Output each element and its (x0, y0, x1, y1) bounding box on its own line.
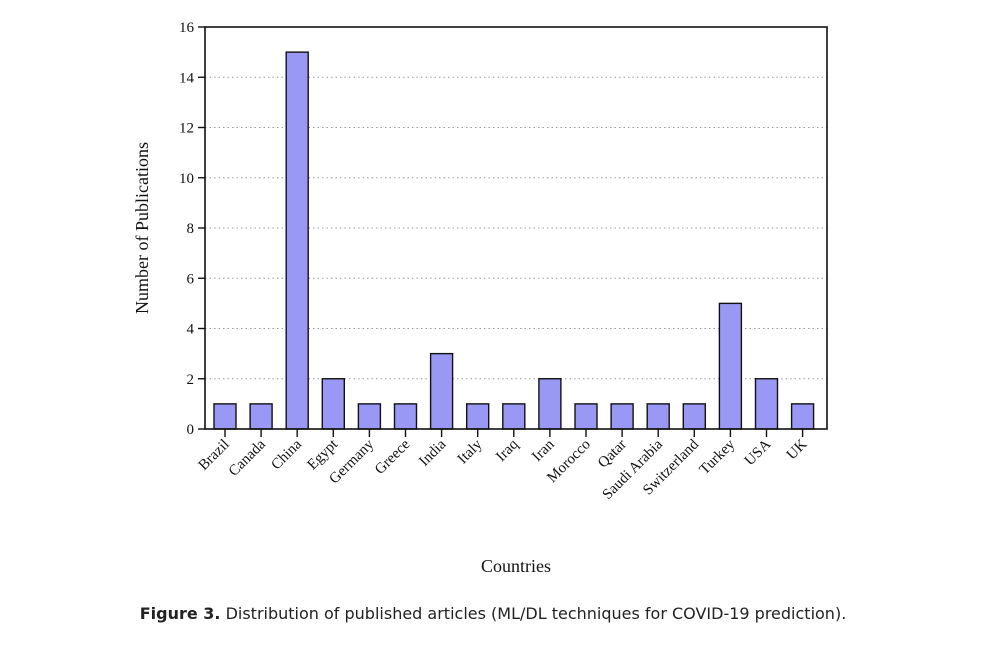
x-axis-label: Countries (481, 556, 551, 576)
bar-canada (249, 403, 273, 430)
bar-iran (538, 378, 562, 430)
bar-saudi-arabia (646, 403, 670, 430)
y-ticks: 0 2 4 6 8 10 12 14 16 (179, 20, 205, 438)
y-tick-label: 8 (187, 221, 195, 237)
x-tick-label: China (268, 436, 305, 473)
x-tick-label: Iraq (493, 436, 522, 465)
x-tick-label: Greece (372, 436, 414, 478)
bar-turkey (718, 302, 743, 430)
x-tick-label: Turkey (697, 436, 739, 478)
bar-italy (466, 403, 490, 430)
bar-greece (393, 403, 418, 430)
y-tick-label: 14 (179, 70, 195, 86)
bar-qatar (610, 403, 634, 430)
bar-germany (357, 403, 382, 430)
bar-uk (790, 403, 815, 430)
bar-brazil (213, 403, 237, 430)
bars (213, 51, 815, 430)
x-tick-label: India (416, 436, 449, 469)
x-tick-label: Italy (455, 436, 486, 467)
bar-switzerland (682, 403, 706, 430)
y-tick-label: 12 (179, 121, 194, 137)
y-tick-label: 2 (187, 372, 195, 388)
y-tick-label: 16 (179, 20, 195, 36)
y-tick-label: 10 (179, 171, 194, 187)
figure-caption: Figure 3. Distribution of published arti… (0, 604, 986, 623)
x-tick-label: Canada (226, 436, 269, 479)
bar-usa (754, 378, 779, 430)
y-tick-label: 0 (187, 422, 195, 438)
bar-egypt (321, 378, 345, 430)
y-tick-label: 4 (187, 322, 195, 338)
x-tick-label: UK (784, 436, 811, 463)
bar-china (285, 51, 309, 430)
bar-india (429, 352, 454, 430)
x-tick-label: Iran (529, 436, 558, 465)
caption-text: Distribution of published articles (ML/D… (220, 604, 847, 623)
y-axis-label: Number of Publications (132, 142, 152, 314)
y-tick-label: 6 (187, 271, 195, 287)
bar-iraq (502, 403, 526, 430)
caption-label: Figure 3. (139, 604, 221, 623)
x-tick-label: USA (742, 436, 775, 469)
bar-morocco (574, 403, 598, 430)
